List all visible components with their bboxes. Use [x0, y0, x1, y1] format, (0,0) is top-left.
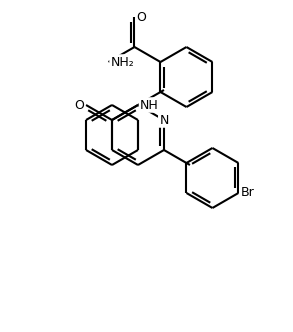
Text: NH₂: NH₂ [110, 55, 134, 68]
Text: O: O [74, 99, 84, 112]
Text: NH: NH [140, 99, 159, 112]
Text: N: N [159, 114, 169, 126]
Text: Br: Br [241, 187, 254, 200]
Text: O: O [137, 11, 146, 24]
